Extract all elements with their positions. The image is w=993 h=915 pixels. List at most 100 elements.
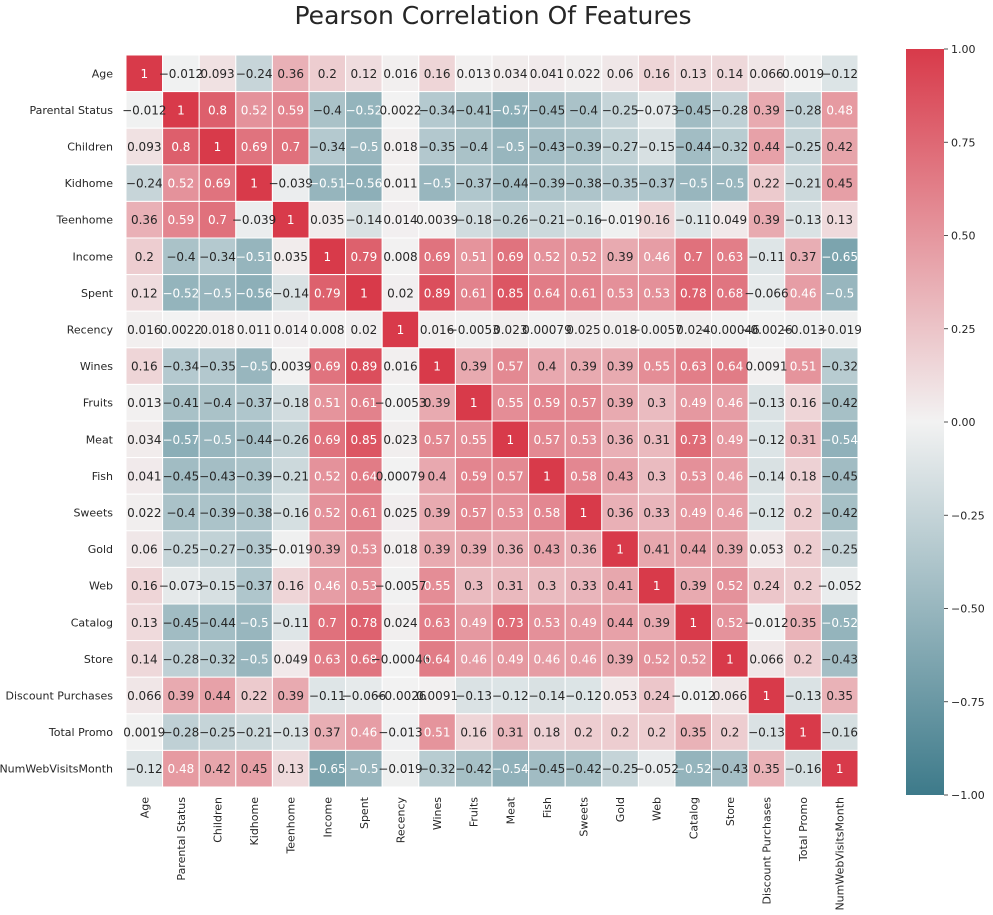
cell-value-label: 0.034	[127, 433, 161, 447]
heatmap-cell	[454, 493, 493, 532]
cell-value-label: 0.049	[713, 213, 747, 227]
cell-value-label: 0.13	[277, 762, 304, 776]
heatmap-cell	[125, 164, 164, 202]
colorbar-tick-label: −1.00	[951, 789, 985, 802]
cell-value-label: −0.39	[529, 177, 566, 191]
heatmap-cell	[381, 640, 420, 678]
cell-value-label: 0.39	[314, 543, 341, 557]
cell-value-label: 0.12	[131, 286, 158, 300]
heatmap-cell	[198, 713, 237, 751]
cell-value-label: −0.41	[163, 396, 200, 410]
cell-value-label: 0.79	[351, 250, 378, 264]
cell-value-label: −0.11	[309, 689, 346, 703]
heatmap-cell	[125, 749, 164, 788]
cell-value-label: −0.16	[565, 213, 602, 227]
column-tick-label: Discount Purchases	[761, 797, 774, 905]
cell-value-label: 0.51	[314, 396, 341, 410]
cell-value-label: 0.57	[497, 360, 524, 374]
cell-value-label: −0.42	[821, 506, 858, 520]
heatmap-cell	[454, 603, 493, 642]
heatmap-cell	[418, 713, 456, 751]
cell-value-label: 0.53	[570, 433, 597, 447]
cell-value-label: 0.57	[497, 469, 524, 483]
heatmap-cell	[125, 713, 164, 751]
cell-value-label: 0.0022	[160, 323, 202, 337]
chart-title: Pearson Correlation Of Features	[295, 1, 692, 30]
cell-value-label: 0.49	[717, 433, 744, 447]
cell-value-label: −0.4	[459, 140, 488, 154]
heatmap-cell	[381, 91, 420, 129]
heatmap-cell	[125, 676, 164, 715]
heatmap-cell	[820, 310, 859, 349]
cell-value-label: 0.69	[314, 433, 341, 447]
heatmap-cell	[747, 493, 786, 532]
heatmap-cell	[381, 164, 420, 202]
cell-value-label: 0.014	[274, 323, 308, 337]
colorbar-tick-label: −0.25	[951, 509, 985, 522]
heatmap-cell	[308, 420, 347, 459]
cell-value-label: −0.25	[602, 762, 639, 776]
cell-value-label: 1	[397, 323, 405, 337]
cell-value-label: 0.39	[643, 616, 670, 630]
cell-value-label: 0.46	[460, 652, 487, 666]
heatmap-cell	[198, 640, 237, 678]
cell-value-label: −0.51	[236, 250, 273, 264]
cell-value-label: 0.73	[497, 616, 524, 630]
cell-value-label: 0.12	[351, 67, 378, 81]
heatmap-cell	[125, 200, 164, 239]
cell-value-label: 0.44	[607, 616, 634, 630]
colorbar-gradient	[906, 49, 944, 795]
heatmap-cell	[637, 237, 676, 276]
cell-value-label: −0.0057	[631, 323, 683, 337]
cell-value-label: 0.2	[611, 726, 630, 740]
heatmap-cell	[674, 493, 713, 532]
cell-value-label: −0.42	[455, 762, 492, 776]
cell-value-label: 0.18	[790, 469, 817, 483]
cell-value-label: 0.36	[607, 433, 634, 447]
cell-value-label: 0.053	[749, 543, 783, 557]
column-tick-label: Web	[651, 797, 664, 821]
heatmap-cell	[491, 493, 530, 532]
cell-value-label: −0.0057	[374, 579, 426, 593]
heatmap-cell	[162, 237, 200, 276]
cell-value-label: 0.78	[351, 616, 378, 630]
cell-value-label: 0.2	[794, 579, 813, 593]
cell-value-label: 0.16	[460, 726, 487, 740]
cell-value-label: 0.69	[424, 250, 451, 264]
heatmap-cell	[674, 457, 713, 495]
heatmap-cell	[674, 237, 713, 276]
cell-value-label: 1	[250, 177, 258, 191]
heatmap-cell	[674, 54, 713, 93]
heatmap-cell	[747, 164, 786, 202]
cell-value-label: 0.33	[570, 579, 597, 593]
row-tick-label: Total Promo	[48, 726, 113, 739]
heatmap-cell	[674, 91, 713, 129]
heatmap-cell	[637, 676, 676, 715]
heatmap-cell	[528, 237, 566, 276]
heatmap-cell	[784, 347, 822, 385]
cell-value-label: 0.35	[680, 726, 707, 740]
heatmap-cell	[528, 676, 566, 715]
colorbar: 1.00 0.75 0.50 0.25 0.00 −0.25 −0.50 −0.75 −1.00	[906, 43, 985, 802]
cell-value-label: 0.33	[643, 506, 670, 520]
cell-value-label: 0.61	[460, 286, 487, 300]
heatmap-cell	[784, 457, 822, 495]
cell-value-label: 0.49	[680, 396, 707, 410]
cell-value-label: −0.35	[199, 360, 236, 374]
cell-value-label: −0.54	[821, 433, 858, 447]
column-tick-label: Meat	[504, 796, 517, 824]
cell-value-label: 0.0091	[746, 360, 788, 374]
cell-value-label: 0.35	[753, 762, 780, 776]
cell-value-label: 0.2	[647, 726, 666, 740]
cell-value-label: −0.11	[748, 250, 785, 264]
heatmap-cell	[601, 383, 639, 422]
cell-value-label: −0.18	[455, 213, 492, 227]
row-tick-label: Gold	[88, 543, 113, 556]
cell-value-label: 0.31	[497, 726, 524, 740]
heatmap-cell	[418, 164, 456, 202]
column-tick-label: Sweets	[578, 797, 591, 837]
heatmap-cell	[601, 603, 639, 642]
heatmap-cell	[308, 457, 347, 495]
heatmap-cell	[674, 603, 713, 642]
cell-value-label: −0.5	[715, 177, 744, 191]
